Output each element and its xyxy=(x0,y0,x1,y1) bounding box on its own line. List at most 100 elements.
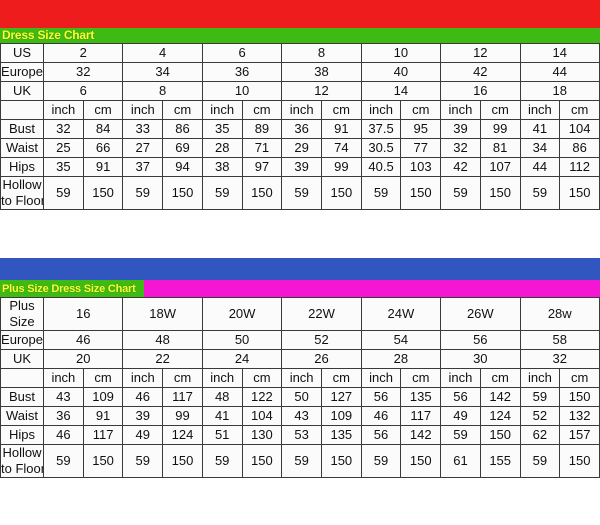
measure-inch-value: 62 xyxy=(519,425,561,445)
measure-cm-value: 150 xyxy=(559,387,600,407)
uk-size-value: 30 xyxy=(440,349,521,369)
measure-cm-value: 157 xyxy=(559,425,600,445)
unit-header-inch: inch xyxy=(360,100,402,120)
measure-inch-value: 59 xyxy=(519,176,561,210)
measure-inch-value: 39 xyxy=(281,157,322,177)
europe-size-value: 36 xyxy=(201,62,283,82)
unit-header-cm: cm xyxy=(320,368,362,388)
measure-inch-value: 43 xyxy=(43,387,84,407)
measure-cm-value: 81 xyxy=(479,138,521,158)
measure-inch-value: 49 xyxy=(122,425,164,445)
europe-size-value: 40 xyxy=(360,62,442,82)
uk-size-value: 18 xyxy=(519,81,600,101)
europe-size-value: 44 xyxy=(519,62,600,82)
us-size-value: 4 xyxy=(122,43,203,63)
uk-size-value: 16 xyxy=(440,81,521,101)
plus-size-value: 22W xyxy=(281,297,362,331)
measure-inch-value: 46 xyxy=(122,387,164,407)
row-label-measurement: Waist xyxy=(0,138,45,158)
measure-cm-value: 150 xyxy=(241,444,283,478)
measure-cm-value: 150 xyxy=(400,176,442,210)
unit-header-inch: inch xyxy=(360,368,402,388)
uk-size-value: 10 xyxy=(201,81,283,101)
uk-size-value: 26 xyxy=(281,349,362,369)
measure-inch-value: 56 xyxy=(360,387,402,407)
measure-cm-value: 89 xyxy=(241,119,283,139)
us-size-value: 14 xyxy=(519,43,600,63)
measure-inch-value: 48 xyxy=(201,387,243,407)
plus-size-table: Plus Size 16 18W 20W 22W 24W 26W 28w Europe 46 48 50… xyxy=(0,297,600,478)
measure-cm-value: 127 xyxy=(320,387,362,407)
measure-inch-value: 51 xyxy=(201,425,243,445)
uk-size-value: 6 xyxy=(43,81,124,101)
unit-header-inch: inch xyxy=(519,368,561,388)
measure-inch-value: 59 xyxy=(43,444,84,478)
green-banner-plus xyxy=(0,280,144,297)
measure-cm-value: 142 xyxy=(400,425,442,445)
plus-size-value: 16 xyxy=(43,297,124,331)
unit-header-inch: inch xyxy=(122,100,164,120)
europe-size-value: 38 xyxy=(281,62,362,82)
measure-inch-value: 32 xyxy=(440,138,481,158)
measure-inch-value: 52 xyxy=(519,406,561,426)
measure-inch-value: 59 xyxy=(440,176,481,210)
measure-inch-value: 59 xyxy=(281,444,322,478)
europe-size-value: 42 xyxy=(440,62,521,82)
measure-inch-value: 36 xyxy=(43,406,84,426)
unit-header-cm: cm xyxy=(400,100,442,120)
row-label-europe: Europe xyxy=(0,62,45,82)
europe-size-value: 56 xyxy=(440,330,521,350)
unit-header-cm: cm xyxy=(162,100,203,120)
measure-inch-value: 59 xyxy=(122,176,164,210)
measure-inch-value: 36 xyxy=(281,119,322,139)
plus-size-value: 26W xyxy=(440,297,521,331)
row-label-measurement: Hips xyxy=(0,157,45,177)
measure-inch-value: 30.5 xyxy=(360,138,402,158)
row-label-measurement: Hips xyxy=(0,425,45,445)
measure-cm-value: 107 xyxy=(479,157,521,177)
table-row: Bust 32 84 33 86 35 89 36 91 37.5 95 39 99 41 104 xyxy=(0,119,600,139)
measure-inch-value: 56 xyxy=(360,425,402,445)
dress-chart-title: Dress Size Chart xyxy=(2,28,95,42)
table-row: inch cm inch cm inch cm inch cm inch cm inch cm inch… xyxy=(0,368,600,388)
us-size-value: 2 xyxy=(43,43,124,63)
plus-chart-title: Plus Size Dress Size Chart xyxy=(2,283,136,295)
dress-size-table: US 2 4 6 8 10 12 14 Europe 32 34 36 38 40 42 44 UK 6 8 10 12… xyxy=(0,43,600,210)
measure-inch-value: 46 xyxy=(43,425,84,445)
measure-inch-value: 29 xyxy=(281,138,322,158)
measure-cm-value: 124 xyxy=(479,406,521,426)
unit-header-inch: inch xyxy=(43,368,84,388)
table-row: Waist 36 91 39 99 41 104 43 109 46 117 49 124 52 132 xyxy=(0,406,600,426)
table-row: Hollow to Floor 59 150 59 150 59 150 59 150 59 150 6… xyxy=(0,444,600,478)
unit-header-cm: cm xyxy=(162,368,203,388)
table-row: Europe 46 48 50 52 54 56 58 xyxy=(0,330,600,350)
unit-header-inch: inch xyxy=(122,368,164,388)
uk-size-value: 32 xyxy=(519,349,600,369)
unit-header-cm: cm xyxy=(400,368,442,388)
plus-size-value: 18W xyxy=(122,297,203,331)
measure-inch-value: 37 xyxy=(122,157,164,177)
unit-header-inch: inch xyxy=(43,100,84,120)
measure-inch-value: 39 xyxy=(122,406,164,426)
measure-cm-value: 150 xyxy=(162,444,203,478)
measure-inch-value: 50 xyxy=(281,387,322,407)
measure-inch-value: 41 xyxy=(201,406,243,426)
us-size-value: 12 xyxy=(440,43,521,63)
row-label-measurement: Bust xyxy=(0,387,45,407)
measure-cm-value: 132 xyxy=(559,406,600,426)
measure-cm-value: 122 xyxy=(241,387,283,407)
table-row: Bust 43 109 46 117 48 122 50 127 56 135 56 142 59 150 xyxy=(0,387,600,407)
measure-inch-value: 61 xyxy=(440,444,481,478)
measure-cm-value: 135 xyxy=(320,425,362,445)
measure-cm-value: 91 xyxy=(82,157,124,177)
measure-inch-value: 38 xyxy=(201,157,243,177)
europe-size-value: 54 xyxy=(360,330,442,350)
table-row: Europe 32 34 36 38 40 42 44 xyxy=(0,62,600,82)
measure-cm-value: 104 xyxy=(241,406,283,426)
us-size-value: 10 xyxy=(360,43,442,63)
row-label-europe: Europe xyxy=(0,330,45,350)
measure-cm-value: 109 xyxy=(82,387,124,407)
europe-size-value: 34 xyxy=(122,62,203,82)
row-label-blank xyxy=(0,368,45,388)
